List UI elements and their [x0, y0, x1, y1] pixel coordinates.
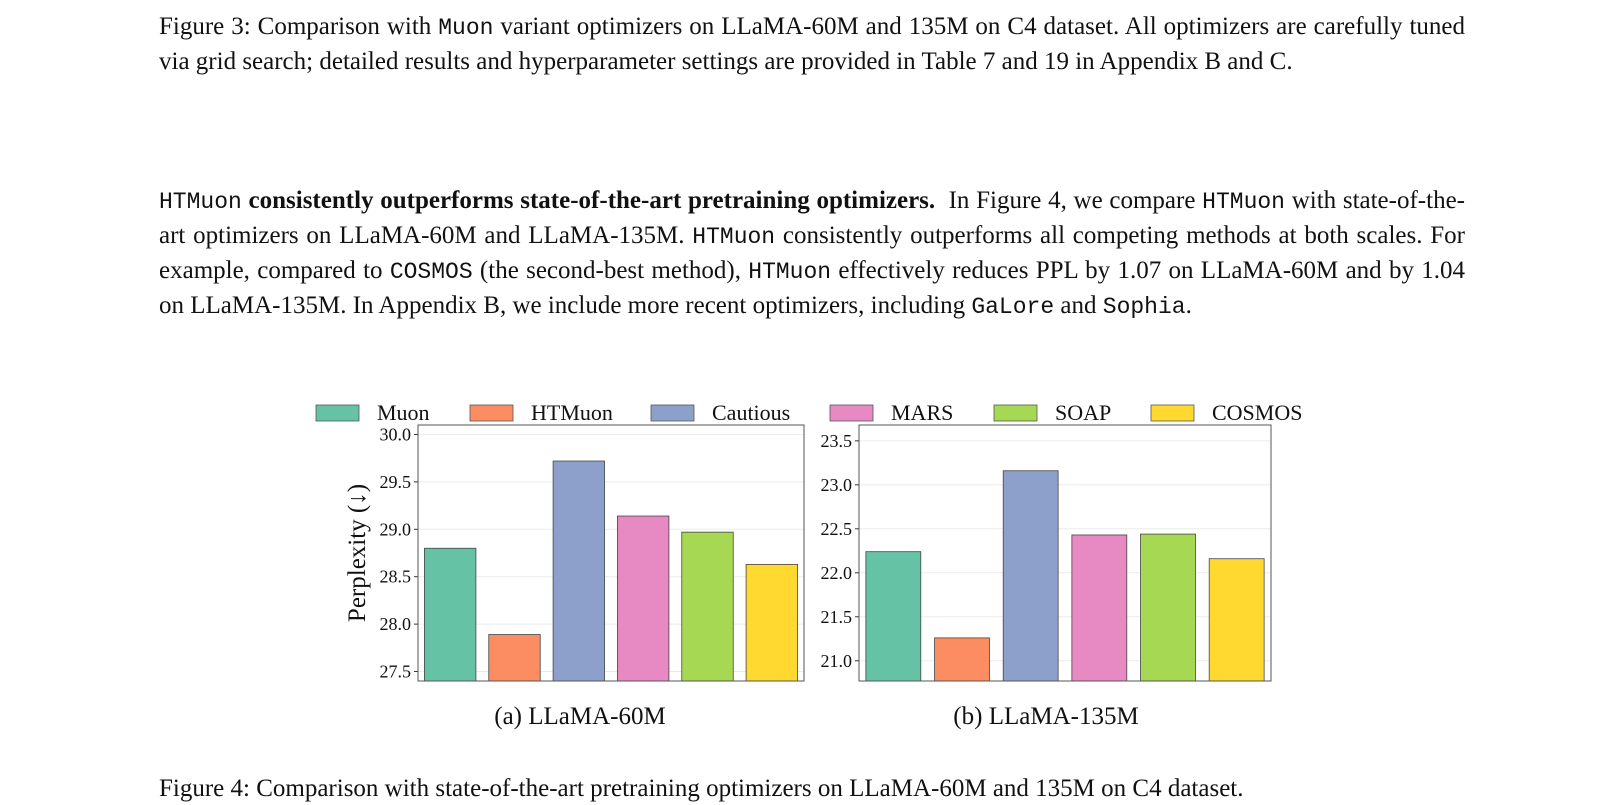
figure-3-caption: Figure 3: Comparison with Muon variant o… — [159, 10, 1465, 78]
code-cosmos: COSMOS — [389, 259, 473, 285]
caption-text: variant optimizers on LLaMA-60M and 135M… — [159, 13, 1465, 75]
code-galore: GaLore — [971, 294, 1055, 320]
paragraph-text: . — [1185, 292, 1192, 319]
code-htmuon: HTMuon — [1202, 189, 1285, 215]
chart-legend: Muon HTMuon Cautious MARS SOAP COSMOS — [315, 400, 1302, 425]
paragraph-heading: consistently outperforms state-of-the-ar… — [241, 187, 936, 214]
paragraph-text: (the second-best method), — [472, 257, 749, 284]
paragraph-text: with state-of-the-art optimizers on LLaM… — [159, 187, 1465, 249]
y-axis-label: Perplexity (↓) — [344, 484, 371, 622]
legend-label: COSMOS — [1212, 400, 1302, 425]
paragraph-text: In Figure 4, we compare — [935, 187, 1203, 214]
body-paragraph: HTMuon consistently outperforms state-of… — [159, 184, 1465, 324]
code-sophia: Sophia — [1102, 294, 1186, 320]
y-tick-label: 21.5 — [821, 607, 853, 627]
y-tick-label: 30.0 — [380, 424, 412, 444]
y-tick-label: 28.5 — [380, 567, 412, 587]
paragraph-text: and — [1054, 292, 1103, 319]
legend-swatch — [650, 404, 695, 422]
legend-swatch — [315, 404, 360, 422]
bar-cautious — [552, 460, 605, 682]
paragraph-text: effectively reduces PPL by 1.07 on LLaMA… — [159, 257, 1465, 319]
paragraph-text: consistently outperforms all competing m… — [159, 222, 1465, 284]
legend-label: HTMuon — [531, 400, 613, 425]
figure-4-caption: Figure 4: Comparison with state-of-the-a… — [159, 775, 1244, 802]
figure-4: Muon HTMuon Cautious MARS SOAP COSMOS 27.5 28.… — [315, 400, 1302, 730]
bar-muon — [424, 547, 477, 682]
subfigure-title: (a) LLaMA-60M — [494, 703, 665, 730]
legend-label: Cautious — [712, 400, 790, 425]
legend-label: Muon — [377, 400, 430, 425]
bar-soap — [681, 531, 734, 682]
y-tick-label: 28.0 — [380, 614, 412, 634]
code-htmuon: HTMuon — [692, 224, 776, 250]
y-tick-label: 22.5 — [821, 519, 853, 539]
bar-cautious — [1002, 470, 1059, 682]
bar-cosmos — [745, 563, 798, 682]
plot-frame — [417, 424, 805, 682]
legend-label: SOAP — [1055, 400, 1111, 425]
bar-htmuon — [934, 637, 990, 682]
y-tick-label: 21.0 — [821, 651, 853, 671]
bar-htmuon — [488, 634, 541, 682]
bar-mars — [1071, 534, 1128, 682]
subfigure-title: (b) LLaMA-135M — [953, 703, 1138, 730]
code-htmuon: HTMuon — [159, 189, 242, 215]
y-tick-label: 22.0 — [821, 563, 853, 583]
plot-frame — [858, 424, 1272, 682]
legend-swatch — [993, 404, 1038, 422]
chart-llama-60m: 27.5 28.0 28.5 29.0 29.5 30.0 Perplexity (↓) (a… — [344, 424, 805, 730]
y-tick-label: 29.5 — [380, 472, 412, 492]
legend-swatch — [1150, 404, 1195, 422]
code-muon: Muon — [438, 15, 494, 41]
bar-soap — [1140, 533, 1196, 682]
y-tick-label: 29.0 — [380, 519, 412, 539]
code-htmuon: HTMuon — [748, 259, 832, 285]
chart-llama-135m: 21.0 21.5 22.0 22.5 23.0 23.5 (b) LLaMA-135M — [821, 424, 1272, 730]
bar-muon — [865, 551, 922, 682]
legend-swatch — [829, 404, 874, 422]
y-tick-label: 23.5 — [821, 431, 853, 451]
caption-text: Figure 3: Comparison with — [159, 13, 439, 40]
y-tick-label: 23.0 — [821, 475, 853, 495]
legend-swatch — [469, 404, 514, 422]
bar-cosmos — [1208, 558, 1265, 682]
y-tick-label: 27.5 — [380, 662, 412, 682]
bar-mars — [617, 515, 670, 682]
legend-label: MARS — [891, 400, 953, 425]
